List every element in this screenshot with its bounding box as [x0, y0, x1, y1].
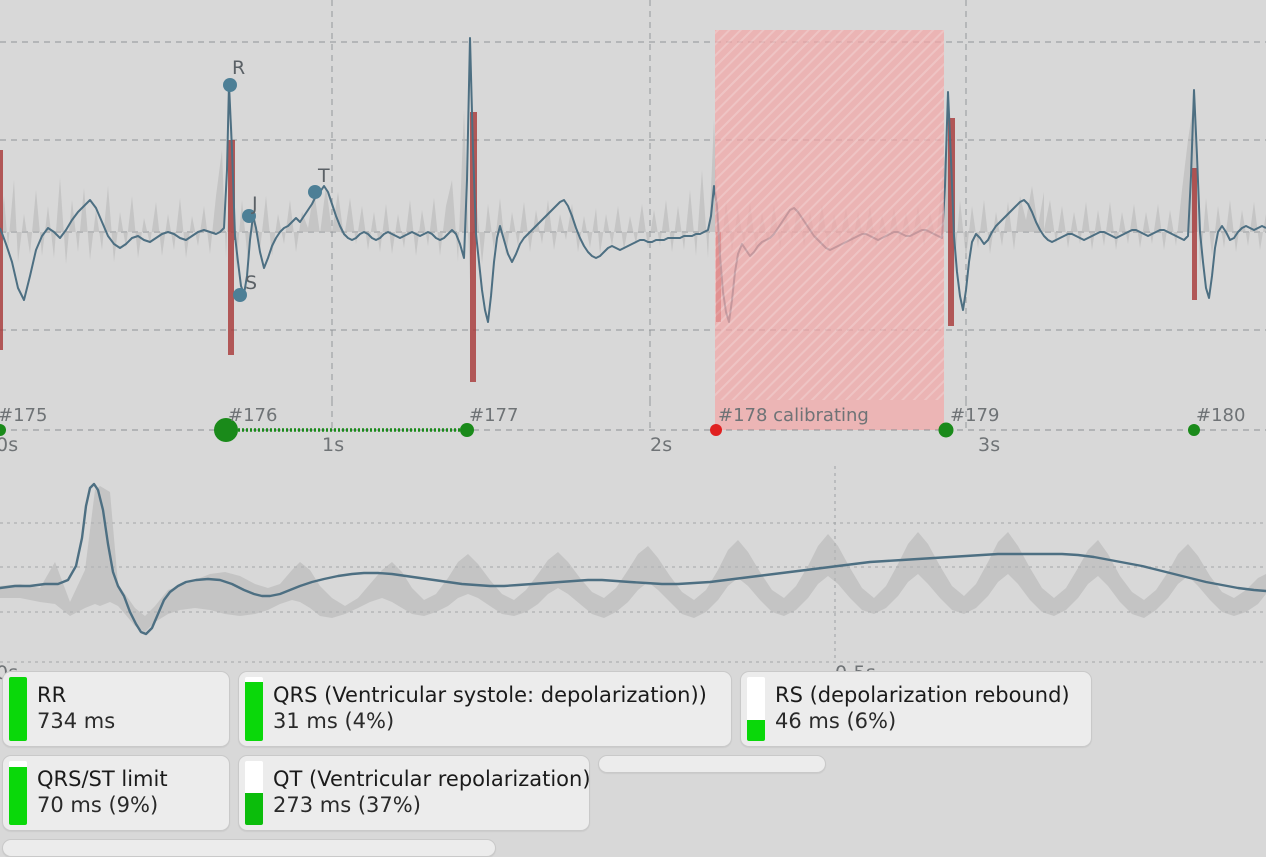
beat-time-gridlines [331, 400, 967, 430]
ecg-gridlines [0, 41, 1266, 331]
gauge-rs [747, 677, 765, 741]
avg-trace [0, 482, 1266, 636]
wave-label-j: J [252, 193, 258, 215]
avg-variance-band [0, 486, 1266, 632]
metric-card-rr[interactable]: RR 734 ms [2, 671, 230, 747]
beat-dot-175[interactable] [0, 424, 6, 436]
beat-label-180: #180 [1196, 405, 1246, 426]
metric-title-qrs: QRS (Ventricular systole: depolarization… [273, 683, 707, 708]
calibration-region[interactable] [715, 30, 944, 400]
marker-r [223, 78, 237, 92]
metric-card-rs[interactable]: RS (depolarization rebound) 46 ms (6%) [740, 671, 1092, 747]
metric-title-rs: RS (depolarization rebound) [775, 683, 1070, 708]
metric-value-qt: 273 ms (37%) [273, 793, 421, 817]
ecg-noise-envelope [0, 100, 1266, 280]
beat-dot-180[interactable] [1188, 424, 1200, 436]
gauge-rr [9, 677, 27, 741]
gauge-fill-qt [245, 793, 263, 825]
beat-dot-179[interactable] [938, 422, 954, 438]
averaged-beat-panel[interactable]: 0s 0.5s [0, 466, 1266, 684]
gauge-qt [245, 761, 263, 825]
metric-card-grid: RR 734 ms QRS (Ventricular systole: depo… [0, 671, 1266, 857]
marker-t [308, 185, 322, 199]
marker-s [233, 288, 247, 302]
metric-value-qrs: 31 ms (4%) [273, 709, 395, 733]
metric-value-rr: 734 ms [37, 709, 116, 733]
gauge-fill-qrs-st-limit [9, 767, 27, 825]
beat-label-176: #176 [228, 405, 278, 426]
metric-card-next-row-a[interactable] [598, 755, 826, 773]
gauge-fill-rr [9, 677, 27, 741]
ecg-feature-markers[interactable] [223, 78, 322, 302]
beat-label-179: #179 [950, 405, 1000, 426]
metric-title-qrs-st-limit: QRS/ST limit [37, 767, 168, 792]
gauge-fill-qrs [245, 682, 263, 741]
metric-title-qt: QT (Ventricular repolarization) [273, 767, 591, 792]
averaged-beat-svg[interactable] [0, 466, 1266, 666]
beat-label-177: #177 [469, 405, 519, 426]
beat-dot-178[interactable] [710, 424, 722, 436]
beat-marker-row[interactable]: #175 #176 #177 #178 calibrating #179 #18… [0, 400, 1266, 466]
calibration-region-extension [715, 400, 944, 430]
metric-value-rs: 46 ms (6%) [775, 709, 897, 733]
metric-title-rr: RR [37, 683, 67, 708]
wave-label-s: S [245, 272, 258, 294]
wave-label-t: T [318, 165, 330, 187]
beat-dot-177[interactable] [460, 423, 474, 437]
ecg-time-gridlines [331, 0, 967, 400]
gauge-qrs-st-limit [9, 761, 27, 825]
beat-label-175: #175 [0, 405, 48, 426]
qrs-bars [0, 112, 1197, 382]
marker-j [242, 209, 256, 223]
ecg-trace [0, 37, 1266, 323]
gauge-qrs [245, 677, 263, 741]
metric-card-next-row-b[interactable] [2, 839, 496, 857]
gauge-fill-rs [747, 719, 765, 741]
metric-card-qt[interactable]: QT (Ventricular repolarization) 273 ms (… [238, 755, 591, 831]
beat-marker-svg[interactable] [0, 400, 1266, 466]
metric-card-qrs-st-limit[interactable]: QRS/ST limit 70 ms (9%) [2, 755, 230, 831]
wave-label-r: R [232, 57, 246, 79]
ecg-strip-panel[interactable]: R J S T [0, 0, 1266, 400]
beat-label-178: #178 calibrating [718, 405, 869, 426]
metric-value-qrs-st-limit: 70 ms (9%) [37, 793, 159, 817]
ecg-strip-svg[interactable] [0, 0, 1266, 400]
metric-card-qrs[interactable]: QRS (Ventricular systole: depolarization… [238, 671, 732, 747]
beat-dot-176[interactable] [214, 418, 238, 442]
